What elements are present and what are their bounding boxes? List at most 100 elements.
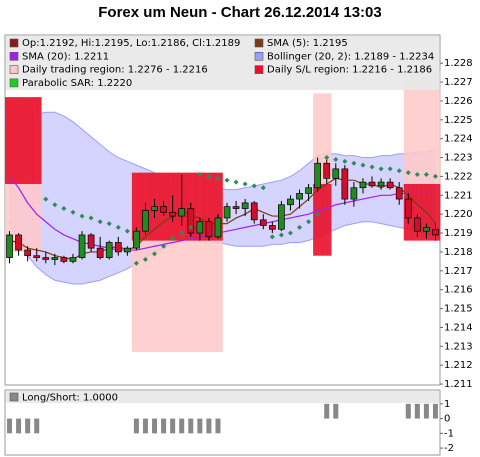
legend-label: SMA (5): 1.2195 (267, 38, 348, 49)
y-tick-label: 1.213 (444, 341, 473, 352)
y-tick-label: 1.222 (444, 171, 473, 182)
sar-point (88, 215, 94, 221)
legend-swatch (254, 65, 264, 74)
region-block (195, 172, 205, 241)
sar-point (306, 219, 312, 225)
candle-body (24, 249, 32, 257)
candle-body (332, 168, 340, 179)
candle-body (323, 162, 331, 179)
region-block (5, 97, 15, 184)
bar (179, 418, 185, 434)
legend-swatch (9, 65, 19, 74)
bar (324, 403, 330, 419)
sar-point (170, 236, 176, 242)
candle-body (205, 221, 213, 238)
bar (414, 403, 420, 419)
region-block (322, 93, 332, 184)
sar-point (197, 172, 203, 178)
sar-point (61, 206, 67, 212)
bar (7, 418, 13, 434)
candle-body (60, 257, 68, 262)
y-tick-label: 1.212 (444, 360, 473, 371)
y-tick-label: 1.227 (444, 77, 473, 88)
legend-swatch (9, 38, 19, 48)
candle-body (250, 202, 258, 221)
sar-point (242, 181, 248, 187)
chart-title: Forex um Neun - Chart 26.12.2014 13:03 (98, 4, 381, 21)
candle-body (287, 198, 294, 206)
candle-body (151, 206, 158, 211)
region-block (412, 70, 423, 184)
candle-body (241, 202, 249, 209)
candle-body (6, 234, 13, 258)
candle-body (223, 206, 231, 219)
bar (161, 418, 167, 434)
sar-point (233, 179, 239, 185)
candle-body (42, 257, 50, 260)
candle-body (268, 225, 276, 230)
region-block (204, 172, 214, 352)
candle-body (314, 162, 322, 189)
region-block (159, 172, 169, 352)
candle-body (432, 228, 439, 236)
y-tick-label: 1.220 (444, 209, 473, 220)
sar-point (378, 166, 384, 172)
sar-point (70, 209, 76, 215)
sar-point (188, 224, 194, 230)
candle-body (196, 221, 204, 234)
region-block (140, 172, 151, 352)
bar (188, 418, 194, 434)
bar (142, 418, 148, 434)
legend-swatch (9, 51, 19, 61)
sar-point (43, 196, 49, 202)
legend-box (6, 36, 439, 90)
sar-point (215, 175, 221, 181)
sar-point (333, 156, 339, 162)
bar (25, 418, 31, 434)
sar-point (206, 173, 212, 179)
sar-point (79, 213, 85, 219)
region-block (430, 183, 441, 241)
bar (197, 418, 203, 434)
candle-body (15, 234, 22, 251)
region-block (421, 70, 432, 184)
candle-body (123, 247, 131, 253)
sar-point (423, 172, 429, 178)
candle-body (69, 257, 77, 262)
y-tick-label: 1.218 (444, 247, 473, 258)
candle-body (368, 181, 376, 187)
y-tick-label: 1 (444, 399, 450, 410)
region-block (195, 172, 205, 352)
y-tick-label: 1.223 (444, 153, 473, 164)
bar (34, 418, 40, 434)
sar-point (405, 170, 411, 176)
legend-box (6, 391, 439, 403)
legend-swatch (9, 78, 19, 88)
region-block (313, 93, 323, 184)
candle-body (33, 255, 41, 258)
y-tick-label: 1.224 (444, 134, 473, 145)
y-tick-label: 1.217 (444, 266, 473, 277)
candle-body (96, 247, 104, 258)
candle-body (114, 242, 122, 253)
sar-point (260, 185, 266, 191)
y-tick-label: 0 (444, 414, 450, 425)
y-tick-label: -1 (444, 428, 454, 439)
legend-label: Parabolic SAR: 1.2220 (22, 78, 132, 89)
sar-point (360, 162, 366, 168)
sar-point (278, 232, 284, 238)
candle-body (169, 211, 177, 217)
y-tick-label: 1.221 (444, 190, 473, 201)
y-tick-label: 1.216 (444, 285, 473, 296)
sar-point (133, 260, 139, 266)
bar (423, 403, 429, 419)
region-block (32, 97, 42, 184)
sar-point (269, 234, 275, 240)
candle-body (78, 234, 86, 258)
sar-point (124, 228, 130, 234)
legend-label: SMA (20): 1.2211 (22, 51, 109, 62)
sar-point (152, 251, 158, 257)
sar-point (315, 211, 321, 217)
candle-body (133, 230, 140, 249)
